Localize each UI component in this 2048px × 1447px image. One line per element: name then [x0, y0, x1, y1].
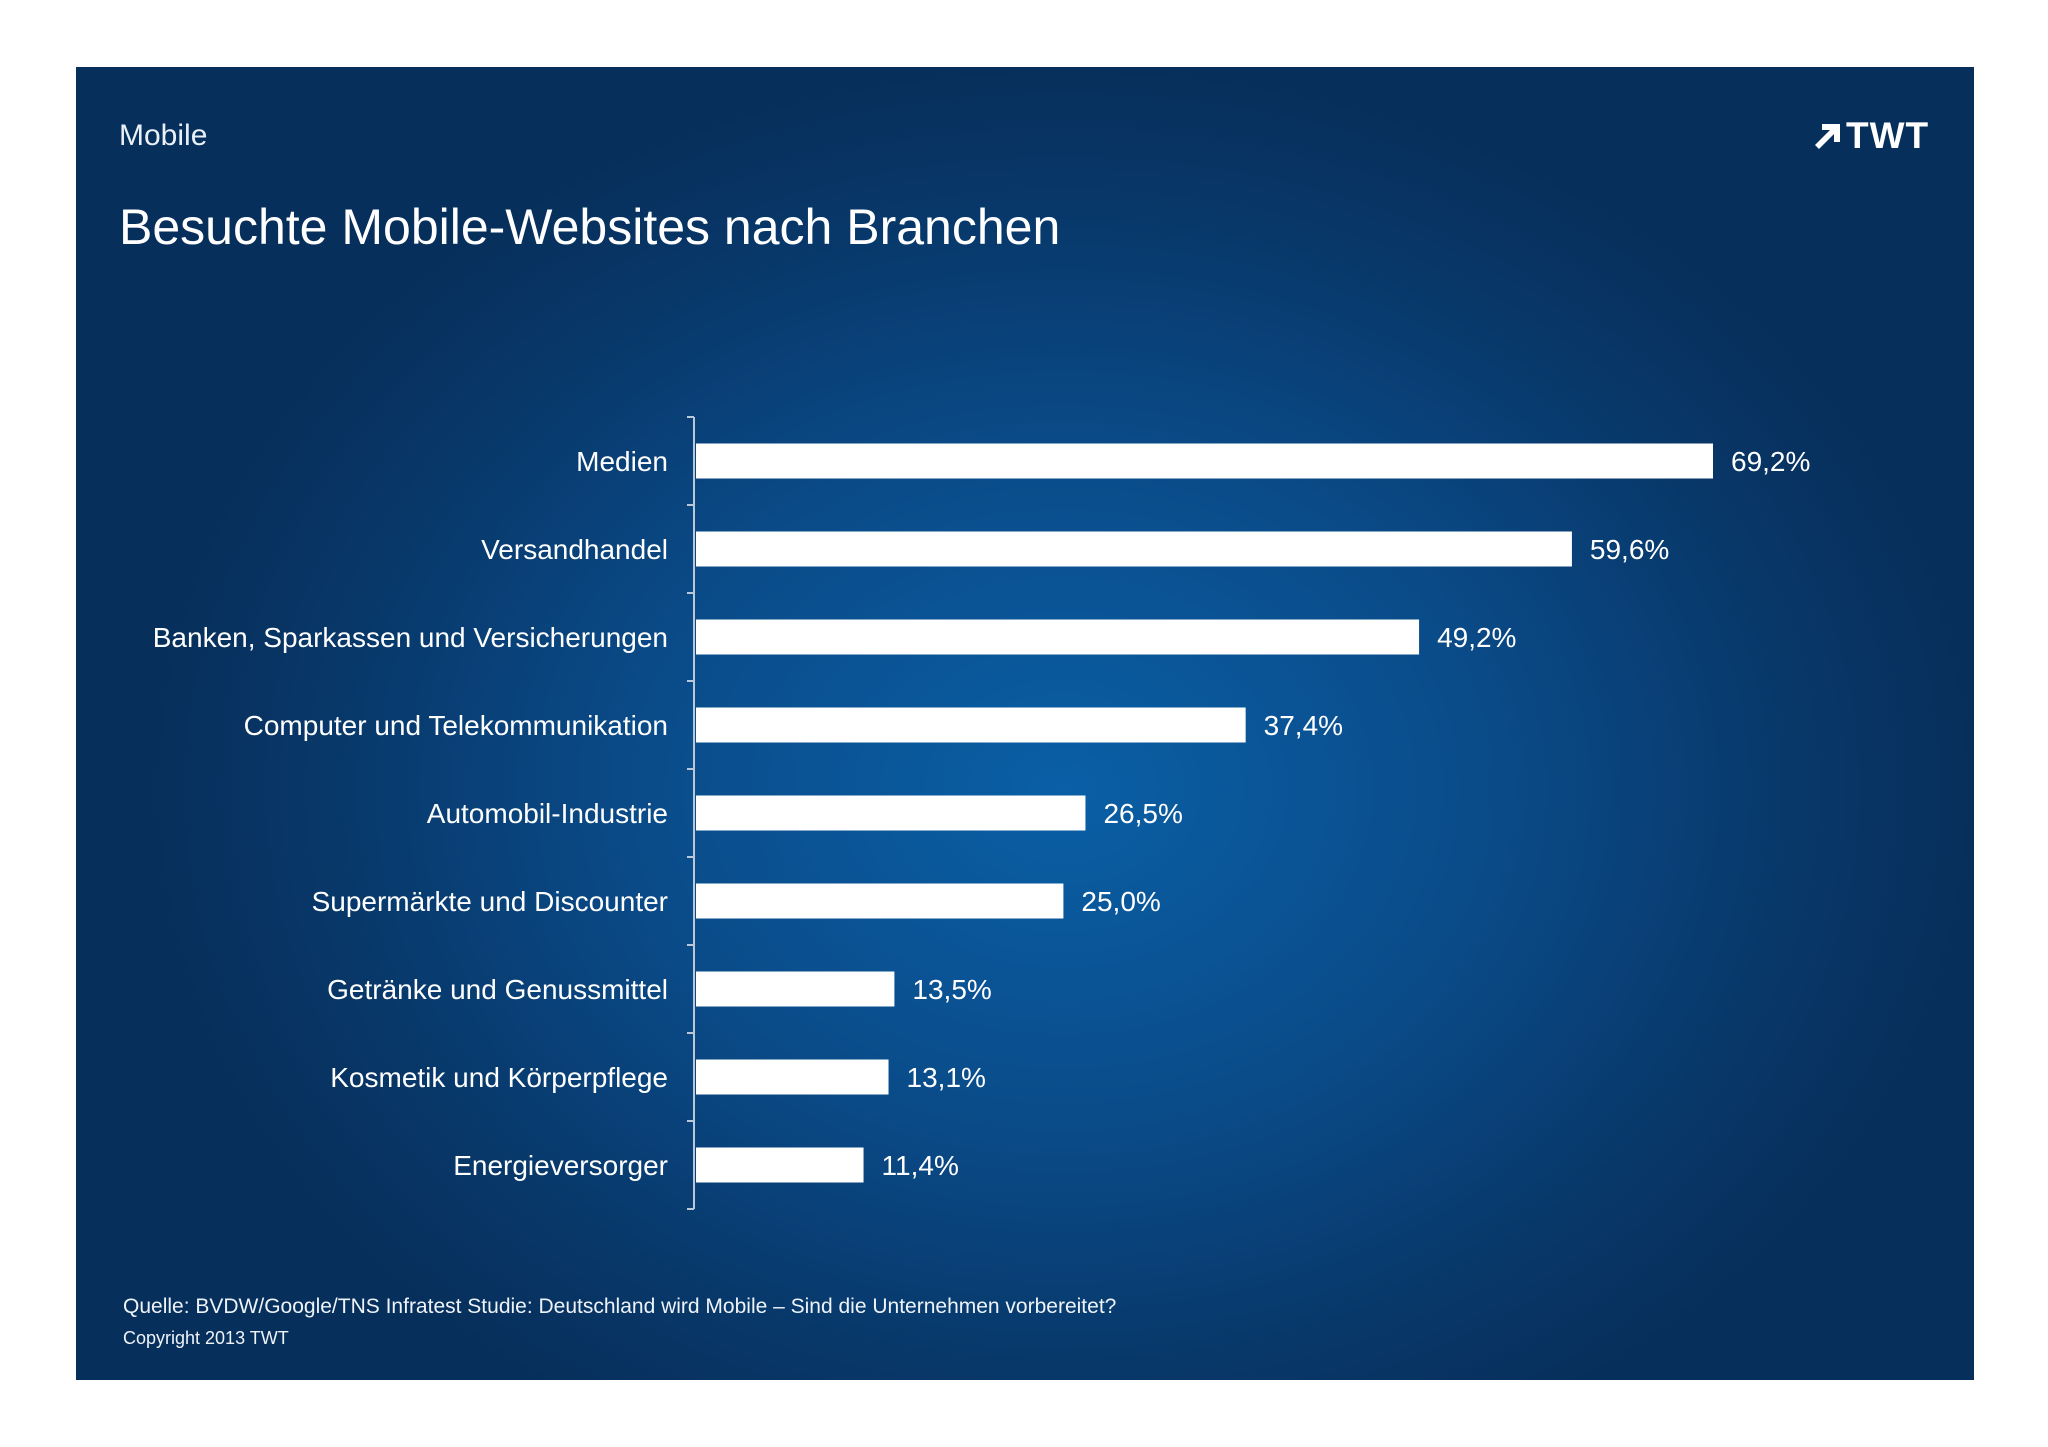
category-label: Computer und Telekommunikation [244, 710, 668, 741]
value-label: 25,0% [1081, 886, 1160, 917]
category-label: Banken, Sparkassen und Versicherungen [153, 622, 668, 653]
bar [696, 1059, 889, 1095]
arrow-up-right-icon [1815, 124, 1840, 149]
slide: Mobile TWT Besuchte Mobile-Websites nach… [76, 67, 1974, 1380]
source-note: Quelle: BVDW/Google/TNS Infratest Studie… [123, 1295, 1117, 1318]
value-label: 37,4% [1264, 710, 1343, 741]
category-label: Medien [576, 446, 668, 477]
category-label: Supermärkte und Discounter [312, 886, 668, 917]
brand-name: TWT [1846, 115, 1930, 156]
value-label: 13,1% [907, 1062, 986, 1093]
bar-chart: Medien 69,2% Versandhandel 59,6% Banken, Spa… [153, 416, 1810, 1210]
chart-title: Besuchte Mobile-Websites nach Branchen [119, 199, 1061, 255]
category-label: Versandhandel [481, 534, 668, 565]
bar [696, 619, 1420, 655]
copyright-note: Copyright 2013 TWT [123, 1328, 289, 1348]
value-label: 49,2% [1437, 622, 1516, 653]
category-label: Energieversorger [453, 1150, 668, 1181]
bar [696, 971, 895, 1007]
category-label: Getränke und Genussmittel [327, 974, 668, 1005]
brand-logo: TWT [1814, 115, 1930, 156]
value-label: 59,6% [1590, 534, 1669, 565]
bar [696, 795, 1086, 831]
bar [696, 883, 1064, 919]
bar [696, 707, 1246, 743]
value-label: 13,5% [912, 974, 991, 1005]
bar [696, 531, 1572, 567]
bar [696, 1147, 864, 1183]
category-label: Automobil-Industrie [427, 798, 668, 829]
value-label: 11,4% [882, 1150, 959, 1181]
bar [696, 443, 1713, 479]
section-label: Mobile [119, 119, 208, 152]
category-label: Kosmetik und Körperpflege [330, 1062, 668, 1093]
value-label: 26,5% [1103, 798, 1182, 829]
value-label: 69,2% [1731, 446, 1810, 477]
